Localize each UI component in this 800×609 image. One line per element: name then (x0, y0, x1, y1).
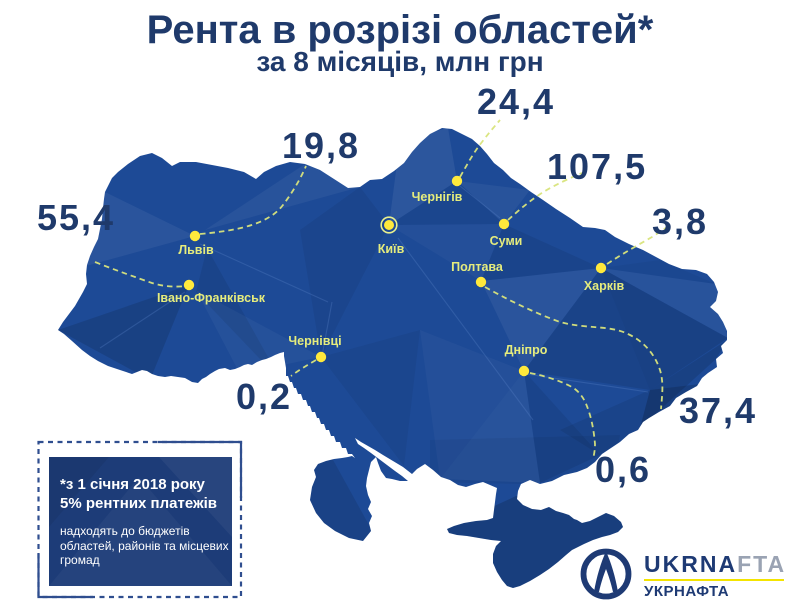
svg-text:Івано-Франківськ: Івано-Франківськ (157, 291, 266, 305)
svg-text:Чернівці: Чернівці (288, 334, 341, 348)
svg-text:Львів: Львів (178, 243, 214, 257)
svg-text:Полтава: Полтава (451, 260, 504, 274)
svg-text:Чернігів: Чернігів (412, 190, 463, 204)
svg-text:Дніпро: Дніпро (505, 343, 548, 357)
svg-text:Суми: Суми (490, 234, 523, 248)
svg-text:Харків: Харків (584, 279, 625, 293)
svg-text:Київ: Київ (378, 242, 405, 256)
